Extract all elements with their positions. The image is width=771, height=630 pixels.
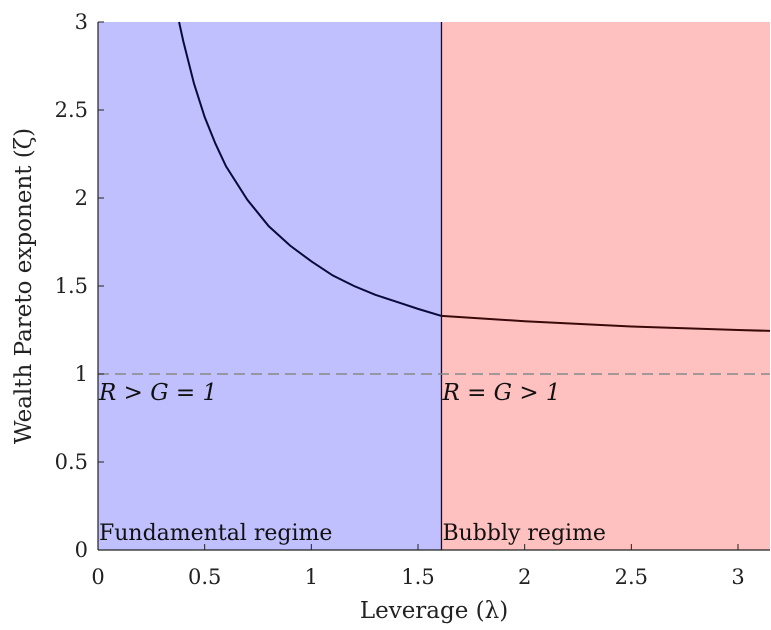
regions-layer: [98, 22, 770, 550]
y-tick-label: 0: [75, 538, 88, 562]
region-name-label: Fundamental regime: [99, 521, 332, 546]
y-tick-label: 2.5: [55, 98, 88, 122]
x-tick-label: 3: [731, 565, 744, 589]
region-condition-label: R = G > 1: [441, 380, 560, 406]
x-tick-label: 0.5: [188, 565, 221, 589]
series-layer: [178, 21, 771, 332]
y-tick-label: 1.5: [55, 274, 88, 298]
region-name-label: Bubbly regime: [442, 521, 606, 546]
x-tick-label: 0: [91, 565, 104, 589]
series-line-1: [178, 21, 442, 317]
y-tick-label: 3: [75, 10, 88, 34]
x-tick-label: 2.5: [615, 565, 648, 589]
x-tick-label: 1: [305, 565, 318, 589]
region-fundamental-regime: [98, 22, 442, 550]
series-line-2: [441, 314, 771, 332]
y-tick-label: 2: [75, 186, 88, 210]
x-tick-labels: 0 0.5 1 1.5 2 2.5 3: [91, 565, 744, 589]
y-axis-title: Wealth Pareto exponent (ζ): [11, 128, 37, 444]
region-condition-label: R > G = 1: [98, 380, 217, 406]
y-tick-label: 0.5: [55, 450, 88, 474]
x-tick-label: 2: [518, 565, 531, 589]
annotations-layer: Fundamental regime R > G = 1 Bubbly regime…: [98, 380, 606, 546]
y-tick-labels: 0 0.5 1 1.5 2 2.5 3: [55, 10, 88, 562]
y-tick-label: 1: [75, 362, 88, 386]
x-axis-title: Leverage (λ): [360, 598, 508, 624]
x-tick-label: 1.5: [401, 565, 434, 589]
region-bubbly-regime: [441, 22, 770, 550]
axes-frame: [97, 21, 770, 551]
